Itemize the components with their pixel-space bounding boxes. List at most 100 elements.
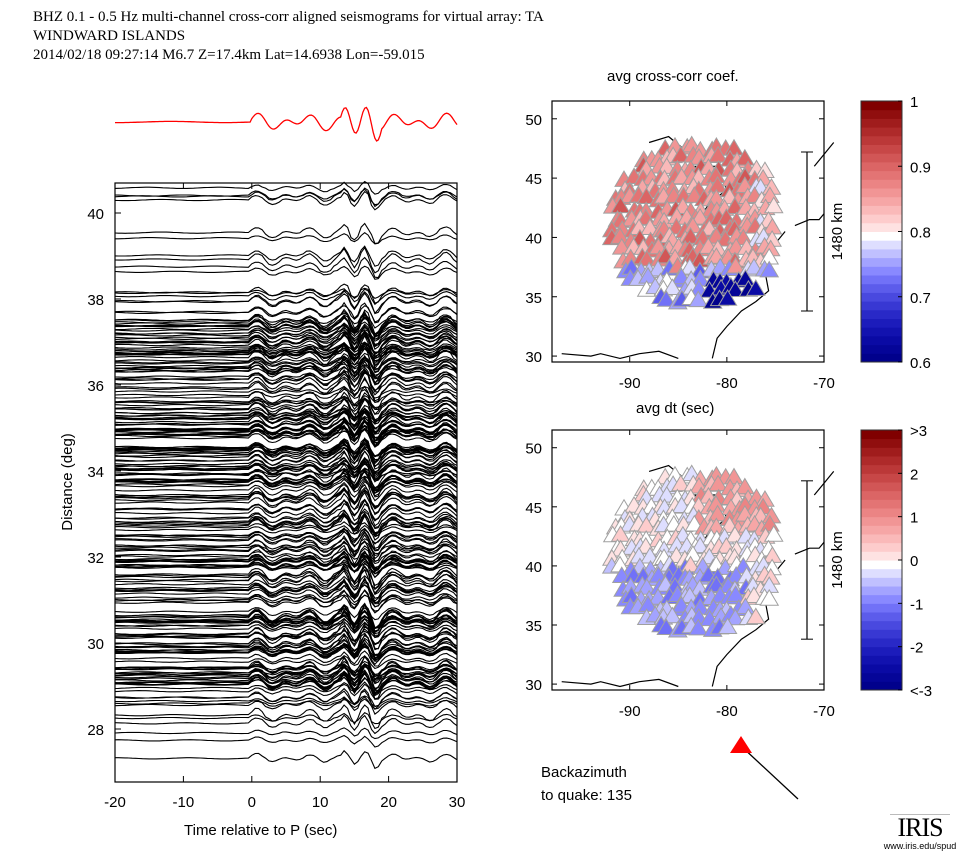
seismogram-trace — [114, 727, 458, 740]
seismogram-trace — [114, 531, 458, 552]
colorbar-segment — [861, 170, 902, 180]
seismogram-trace — [114, 388, 458, 403]
seismogram-trace — [114, 524, 458, 536]
seismogram-trace — [114, 344, 458, 374]
station-marker — [763, 524, 784, 542]
seismogram-trace — [114, 341, 458, 356]
seismogram-trace — [114, 446, 458, 463]
seismogram-trace — [114, 331, 458, 356]
colorbar-segment — [861, 542, 902, 552]
map-y-tick-label: 35 — [525, 290, 542, 307]
seismogram-trace — [114, 343, 458, 359]
station-marker — [734, 477, 755, 495]
seismogram-trace — [114, 396, 458, 410]
seismogram-trace — [114, 305, 458, 323]
seismogram-trace — [114, 313, 458, 335]
colorbar-segment — [861, 430, 902, 440]
map-x-tick-label: -90 — [619, 703, 641, 720]
colorbar-segment — [861, 551, 902, 561]
seismogram-trace — [114, 527, 458, 544]
seismogram-trace — [114, 508, 458, 529]
x-tick-label: -20 — [104, 794, 126, 811]
station-marker — [670, 145, 691, 163]
seismogram-trace — [115, 550, 458, 569]
seismogram-trace — [115, 514, 458, 541]
seismogram-trace — [114, 424, 458, 448]
x-tick-label: 0 — [248, 794, 256, 811]
station-marker — [688, 290, 709, 308]
seismogram-trace — [114, 462, 458, 489]
seismogram-trace — [114, 639, 458, 656]
station-marker — [745, 279, 766, 296]
seismogram-trace — [114, 633, 458, 661]
coastline — [794, 541, 825, 555]
colorbar-segment — [861, 672, 902, 682]
x-axis-label: Time relative to P (sec) — [184, 822, 338, 839]
backazimuth-label-2: to quake: 135 — [541, 787, 632, 804]
colorbar-segment — [861, 205, 902, 215]
seismogram-trace — [114, 617, 458, 635]
seismogram-trace — [114, 575, 458, 596]
colorbar-tick-label: >3 — [910, 423, 927, 440]
seismogram-trace — [114, 443, 458, 457]
seismogram-trace — [114, 602, 458, 629]
seismogram-trace — [114, 560, 458, 575]
seismogram-trace — [114, 655, 458, 670]
seismogram-trace — [115, 491, 458, 516]
seismogram-trace — [114, 544, 458, 573]
seismogram-trace — [114, 463, 458, 477]
colorbar-tick-label: 0.8 — [910, 225, 931, 242]
colorbar-segment — [861, 188, 902, 198]
seismogram-trace — [114, 584, 458, 599]
colorbar-segment — [861, 231, 902, 241]
seismogram-trace — [114, 669, 458, 689]
seismogram-trace — [114, 312, 458, 329]
station-marker — [656, 289, 677, 307]
y-tick-label: 36 — [87, 378, 104, 395]
seismogram-trace — [114, 368, 458, 386]
station-marker — [759, 260, 780, 278]
seismogram-trace — [114, 461, 458, 480]
map-frame — [551, 100, 825, 363]
y-tick-label: 32 — [87, 550, 104, 567]
iris-logo[interactable]: IRIS www.iris.edu/spud — [880, 806, 960, 858]
seismogram-trace — [114, 407, 458, 425]
station-marker — [725, 585, 746, 602]
seismogram-trace — [114, 376, 458, 402]
scale-bar-label: 1480 km — [829, 531, 846, 589]
seismogram-trace — [114, 256, 458, 279]
station-marker — [717, 288, 738, 306]
colorbar-segment — [861, 161, 902, 172]
seismogram-trace — [114, 428, 458, 448]
seismogram-trace — [114, 643, 458, 659]
colorbar-segment — [861, 353, 902, 363]
seismogram-trace — [115, 671, 458, 691]
y-tick-label: 28 — [87, 722, 104, 739]
colorbar-segment — [861, 456, 902, 466]
seismogram-trace — [114, 476, 458, 494]
colorbar-segment — [861, 283, 902, 293]
colorbar-segment — [861, 655, 902, 665]
seismogram-trace — [115, 456, 458, 479]
backazimuth-label-1: Backazimuth — [541, 764, 627, 781]
colorbar-segment — [861, 196, 902, 206]
colorbar-segment — [861, 534, 902, 544]
seismogram-trace — [114, 334, 458, 358]
seismogram-trace — [115, 610, 458, 630]
seismogram-trace — [114, 356, 458, 378]
seismogram-trace — [114, 714, 458, 735]
iris-logo-url: www.iris.edu/spud — [883, 841, 957, 851]
colorbar-segment — [861, 629, 902, 639]
colorbar-segment — [861, 118, 902, 128]
seismogram-trace — [114, 456, 458, 473]
x-tick-label: -10 — [173, 794, 195, 811]
record-section-frame — [114, 182, 458, 783]
map-x-tick-label: -80 — [716, 375, 738, 392]
colorbar-segment — [861, 144, 902, 154]
colorbar-segment — [861, 222, 902, 232]
seismogram-trace — [114, 621, 458, 639]
y-axis-label: Distance (deg) — [59, 433, 76, 531]
seismogram-trace — [115, 634, 458, 656]
map-y-tick-label: 35 — [525, 618, 542, 635]
